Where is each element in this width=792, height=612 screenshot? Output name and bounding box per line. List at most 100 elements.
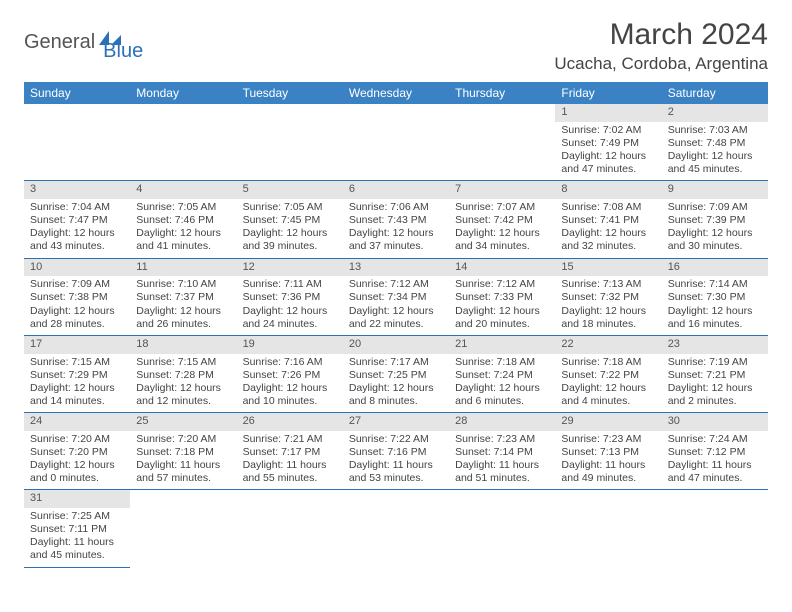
day-number <box>343 104 449 122</box>
day-number: 4 <box>130 181 236 199</box>
day-cell: Sunrise: 7:16 AMSunset: 7:26 PMDaylight:… <box>237 354 343 413</box>
day-cell: Sunrise: 7:14 AMSunset: 7:30 PMDaylight:… <box>662 276 768 335</box>
sunset-text: Sunset: 7:13 PM <box>561 446 655 459</box>
day-number <box>130 490 236 508</box>
daylight-text: Daylight: 11 hours and 49 minutes. <box>561 459 655 485</box>
day-number: 7 <box>449 181 555 199</box>
day-cell: Sunrise: 7:13 AMSunset: 7:32 PMDaylight:… <box>555 276 661 335</box>
daylight-text: Daylight: 12 hours and 45 minutes. <box>668 150 762 176</box>
day-number: 21 <box>449 335 555 353</box>
day-cell: Sunrise: 7:09 AMSunset: 7:39 PMDaylight:… <box>662 199 768 258</box>
sunrise-text: Sunrise: 7:05 AM <box>243 201 337 214</box>
daylight-text: Daylight: 12 hours and 18 minutes. <box>561 305 655 331</box>
day-cell <box>130 508 236 567</box>
day-cell: Sunrise: 7:20 AMSunset: 7:20 PMDaylight:… <box>24 431 130 490</box>
location: Ucacha, Cordoba, Argentina <box>554 54 768 74</box>
day-number: 19 <box>237 335 343 353</box>
day-cell: Sunrise: 7:12 AMSunset: 7:34 PMDaylight:… <box>343 276 449 335</box>
sunrise-text: Sunrise: 7:13 AM <box>561 278 655 291</box>
day-cell: Sunrise: 7:18 AMSunset: 7:24 PMDaylight:… <box>449 354 555 413</box>
day-cell: Sunrise: 7:25 AMSunset: 7:11 PMDaylight:… <box>24 508 130 567</box>
sunset-text: Sunset: 7:22 PM <box>561 369 655 382</box>
day-cell: Sunrise: 7:10 AMSunset: 7:37 PMDaylight:… <box>130 276 236 335</box>
calendar-table: Sunday Monday Tuesday Wednesday Thursday… <box>24 82 768 568</box>
daylight-text: Daylight: 12 hours and 39 minutes. <box>243 227 337 253</box>
logo-text-general: General <box>24 31 95 54</box>
daylight-text: Daylight: 12 hours and 0 minutes. <box>30 459 124 485</box>
detail-row: Sunrise: 7:25 AMSunset: 7:11 PMDaylight:… <box>24 508 768 567</box>
day-number: 11 <box>130 258 236 276</box>
day-header: Saturday <box>662 82 768 104</box>
day-number: 12 <box>237 258 343 276</box>
day-header: Monday <box>130 82 236 104</box>
day-number: 15 <box>555 258 661 276</box>
day-cell: Sunrise: 7:21 AMSunset: 7:17 PMDaylight:… <box>237 431 343 490</box>
sunset-text: Sunset: 7:45 PM <box>243 214 337 227</box>
day-cell: Sunrise: 7:23 AMSunset: 7:13 PMDaylight:… <box>555 431 661 490</box>
daylight-text: Daylight: 12 hours and 2 minutes. <box>668 382 762 408</box>
sunset-text: Sunset: 7:48 PM <box>668 137 762 150</box>
daylight-text: Daylight: 12 hours and 14 minutes. <box>30 382 124 408</box>
day-number: 29 <box>555 413 661 431</box>
daylight-text: Daylight: 12 hours and 43 minutes. <box>30 227 124 253</box>
day-cell: Sunrise: 7:17 AMSunset: 7:25 PMDaylight:… <box>343 354 449 413</box>
day-number: 10 <box>24 258 130 276</box>
detail-row: Sunrise: 7:02 AMSunset: 7:49 PMDaylight:… <box>24 122 768 181</box>
sunset-text: Sunset: 7:21 PM <box>668 369 762 382</box>
day-number: 6 <box>343 181 449 199</box>
daylight-text: Daylight: 11 hours and 53 minutes. <box>349 459 443 485</box>
daylight-text: Daylight: 11 hours and 57 minutes. <box>136 459 230 485</box>
day-cell: Sunrise: 7:19 AMSunset: 7:21 PMDaylight:… <box>662 354 768 413</box>
daylight-text: Daylight: 12 hours and 16 minutes. <box>668 305 762 331</box>
daynum-row: 3456789 <box>24 181 768 199</box>
daylight-text: Daylight: 12 hours and 32 minutes. <box>561 227 655 253</box>
sunset-text: Sunset: 7:33 PM <box>455 291 549 304</box>
day-cell: Sunrise: 7:15 AMSunset: 7:28 PMDaylight:… <box>130 354 236 413</box>
daylight-text: Daylight: 12 hours and 47 minutes. <box>561 150 655 176</box>
daynum-row: 12 <box>24 104 768 122</box>
daynum-row: 10111213141516 <box>24 258 768 276</box>
day-header: Tuesday <box>237 82 343 104</box>
sunset-text: Sunset: 7:26 PM <box>243 369 337 382</box>
day-header: Friday <box>555 82 661 104</box>
sunset-text: Sunset: 7:34 PM <box>349 291 443 304</box>
detail-row: Sunrise: 7:04 AMSunset: 7:47 PMDaylight:… <box>24 199 768 258</box>
daylight-text: Daylight: 11 hours and 51 minutes. <box>455 459 549 485</box>
sunrise-text: Sunrise: 7:24 AM <box>668 433 762 446</box>
daylight-text: Daylight: 12 hours and 8 minutes. <box>349 382 443 408</box>
sunrise-text: Sunrise: 7:18 AM <box>561 356 655 369</box>
day-cell <box>555 508 661 567</box>
sunset-text: Sunset: 7:37 PM <box>136 291 230 304</box>
daylight-text: Daylight: 12 hours and 26 minutes. <box>136 305 230 331</box>
day-number: 13 <box>343 258 449 276</box>
sunset-text: Sunset: 7:42 PM <box>455 214 549 227</box>
sunrise-text: Sunrise: 7:10 AM <box>136 278 230 291</box>
sunset-text: Sunset: 7:36 PM <box>243 291 337 304</box>
daylight-text: Daylight: 12 hours and 30 minutes. <box>668 227 762 253</box>
day-number: 26 <box>237 413 343 431</box>
day-number: 17 <box>24 335 130 353</box>
sunrise-text: Sunrise: 7:14 AM <box>668 278 762 291</box>
sunrise-text: Sunrise: 7:20 AM <box>30 433 124 446</box>
sunset-text: Sunset: 7:46 PM <box>136 214 230 227</box>
day-number <box>449 490 555 508</box>
sunset-text: Sunset: 7:32 PM <box>561 291 655 304</box>
sunrise-text: Sunrise: 7:16 AM <box>243 356 337 369</box>
sunset-text: Sunset: 7:28 PM <box>136 369 230 382</box>
day-header: Thursday <box>449 82 555 104</box>
sunrise-text: Sunrise: 7:02 AM <box>561 124 655 137</box>
day-cell: Sunrise: 7:11 AMSunset: 7:36 PMDaylight:… <box>237 276 343 335</box>
sunrise-text: Sunrise: 7:15 AM <box>30 356 124 369</box>
daylight-text: Daylight: 12 hours and 20 minutes. <box>455 305 549 331</box>
sunset-text: Sunset: 7:17 PM <box>243 446 337 459</box>
sunset-text: Sunset: 7:12 PM <box>668 446 762 459</box>
day-cell: Sunrise: 7:24 AMSunset: 7:12 PMDaylight:… <box>662 431 768 490</box>
daylight-text: Daylight: 11 hours and 55 minutes. <box>243 459 337 485</box>
sunset-text: Sunset: 7:16 PM <box>349 446 443 459</box>
day-cell: Sunrise: 7:22 AMSunset: 7:16 PMDaylight:… <box>343 431 449 490</box>
daynum-row: 17181920212223 <box>24 335 768 353</box>
day-cell: Sunrise: 7:23 AMSunset: 7:14 PMDaylight:… <box>449 431 555 490</box>
sunset-text: Sunset: 7:30 PM <box>668 291 762 304</box>
day-number: 28 <box>449 413 555 431</box>
day-cell: Sunrise: 7:05 AMSunset: 7:45 PMDaylight:… <box>237 199 343 258</box>
